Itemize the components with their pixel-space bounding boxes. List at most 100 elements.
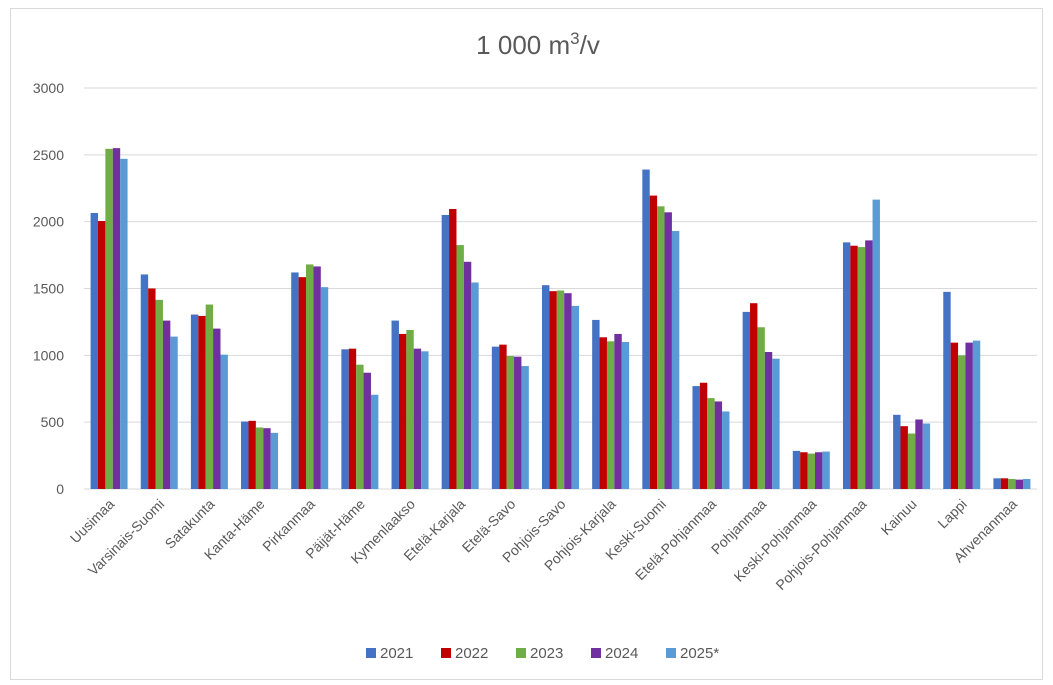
bar bbox=[341, 349, 349, 489]
bar bbox=[692, 386, 700, 489]
bar bbox=[521, 366, 529, 489]
bar bbox=[757, 327, 765, 489]
bar bbox=[348, 348, 357, 489]
bar bbox=[822, 451, 830, 489]
bar bbox=[571, 305, 579, 489]
bar bbox=[872, 199, 880, 490]
bar bbox=[842, 242, 851, 489]
bar bbox=[915, 419, 923, 489]
bar bbox=[699, 382, 708, 489]
bar bbox=[213, 328, 221, 489]
bar bbox=[263, 428, 271, 489]
bar bbox=[313, 266, 321, 489]
bar bbox=[943, 291, 951, 489]
bar bbox=[105, 148, 113, 489]
bar bbox=[298, 277, 307, 489]
bar bbox=[398, 333, 407, 489]
bar bbox=[950, 342, 959, 489]
legend: 2021 2022 2023 2024 2025* bbox=[366, 645, 719, 662]
bar bbox=[792, 450, 801, 489]
bar bbox=[742, 311, 751, 489]
y-axis-ticks: 0 500 1000 1500 2000 2500 3000 bbox=[33, 80, 64, 497]
legend-swatch bbox=[591, 648, 601, 658]
bar bbox=[356, 364, 364, 489]
bar bbox=[649, 195, 658, 489]
bar bbox=[1015, 479, 1024, 489]
bar bbox=[621, 341, 630, 489]
legend-label: 2025* bbox=[680, 645, 719, 662]
bar bbox=[993, 478, 1001, 489]
bar bbox=[248, 420, 256, 489]
bar bbox=[907, 433, 916, 489]
bar bbox=[865, 240, 873, 489]
bar bbox=[958, 355, 966, 489]
bar bbox=[750, 303, 758, 489]
legend-label: 2022 bbox=[455, 645, 488, 662]
bar bbox=[291, 272, 299, 489]
bars bbox=[90, 148, 1031, 490]
bar bbox=[900, 426, 908, 489]
bar bbox=[456, 245, 464, 489]
x-axis-ticks: UusimaaVarsinais-SuomiSatakuntaKanta-Häm… bbox=[67, 496, 1020, 593]
bar bbox=[714, 401, 723, 489]
bar bbox=[441, 214, 450, 490]
bar bbox=[1023, 478, 1031, 489]
bar bbox=[657, 206, 665, 490]
bar bbox=[965, 342, 973, 489]
bar bbox=[764, 351, 773, 489]
bar bbox=[514, 356, 522, 489]
bar bbox=[506, 356, 515, 489]
bar bbox=[614, 333, 622, 489]
bar bbox=[671, 231, 680, 489]
bar bbox=[549, 291, 557, 489]
bar bbox=[807, 453, 815, 489]
bar bbox=[205, 304, 214, 489]
legend-label: 2023 bbox=[530, 645, 563, 662]
bar bbox=[406, 329, 414, 489]
legend-swatch bbox=[366, 648, 376, 658]
bar bbox=[391, 320, 399, 489]
y-tick-label: 0 bbox=[56, 481, 64, 497]
chart-title: 1 000 m3/v bbox=[476, 29, 600, 60]
legend-swatch bbox=[666, 648, 676, 658]
bar bbox=[814, 452, 823, 489]
bar bbox=[220, 354, 228, 489]
bar bbox=[148, 288, 156, 489]
bar bbox=[170, 336, 178, 489]
bar bbox=[772, 358, 780, 489]
bar bbox=[97, 221, 106, 489]
y-tick-label: 2500 bbox=[33, 147, 64, 163]
bar bbox=[198, 315, 206, 489]
legend-label: 2021 bbox=[380, 645, 413, 662]
bar bbox=[306, 264, 314, 489]
legend-label: 2024 bbox=[605, 645, 638, 662]
legend-swatch bbox=[441, 648, 451, 658]
bar bbox=[800, 452, 808, 489]
bar bbox=[972, 340, 981, 489]
bar bbox=[722, 411, 730, 489]
bar bbox=[320, 287, 329, 489]
bar bbox=[592, 319, 600, 489]
bar bbox=[463, 261, 472, 489]
bar bbox=[190, 314, 199, 489]
bar bbox=[491, 346, 500, 489]
bar bbox=[893, 414, 901, 489]
bar bbox=[370, 394, 379, 489]
bar bbox=[664, 212, 672, 489]
y-tick-label: 1500 bbox=[33, 281, 64, 297]
bar bbox=[1008, 478, 1016, 489]
bar bbox=[449, 208, 457, 489]
x-tick-label: Kainuu bbox=[878, 496, 920, 538]
bar bbox=[162, 320, 171, 489]
bar bbox=[556, 290, 565, 489]
y-tick-label: 1000 bbox=[33, 347, 64, 363]
bar bbox=[564, 293, 572, 489]
bar bbox=[642, 169, 650, 490]
bar bbox=[413, 348, 422, 489]
bar bbox=[363, 372, 371, 489]
y-tick-label: 3000 bbox=[33, 80, 64, 96]
bar bbox=[471, 282, 479, 489]
y-tick-label: 500 bbox=[41, 414, 65, 430]
bar bbox=[140, 274, 149, 489]
